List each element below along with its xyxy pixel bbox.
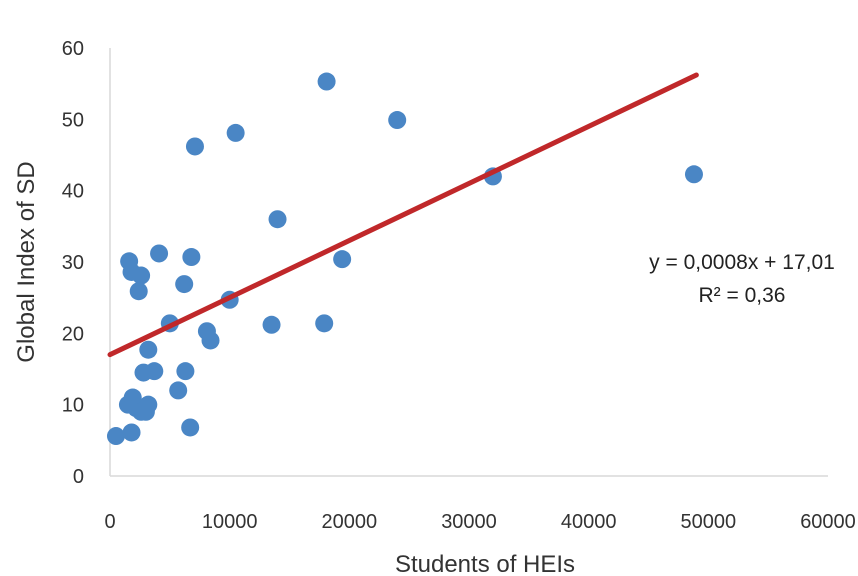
trendline-equation: y = 0,0008x + 17,01 xyxy=(649,251,835,274)
x-tick-label: 50000 xyxy=(681,511,737,533)
data-point xyxy=(388,111,407,130)
data-point xyxy=(226,123,245,142)
x-tick-labels: 0 10000 20000 30000 40000 50000 60000 xyxy=(104,511,855,533)
y-tick-labels: 0 10 20 30 40 50 60 xyxy=(62,38,84,488)
data-point xyxy=(169,381,188,400)
y-tick-label: 60 xyxy=(62,38,84,60)
data-point xyxy=(150,244,169,263)
data-point xyxy=(139,395,158,414)
x-tick-label: 30000 xyxy=(441,511,497,533)
y-tick-label: 10 xyxy=(62,395,84,417)
data-point xyxy=(182,248,201,267)
data-point xyxy=(262,315,281,334)
data-point xyxy=(181,418,200,437)
data-point xyxy=(139,340,158,359)
trendline xyxy=(107,72,699,358)
data-point xyxy=(201,331,220,350)
x-axis-title: Students of HEIs xyxy=(395,551,575,576)
data-point xyxy=(129,282,148,301)
data-point xyxy=(684,165,703,184)
data-point xyxy=(145,362,164,381)
data-point xyxy=(175,275,194,294)
x-tick-label: 10000 xyxy=(202,511,258,533)
x-tick-label: 60000 xyxy=(800,511,856,533)
data-point xyxy=(317,72,336,91)
x-tick-label: 0 xyxy=(104,511,115,533)
data-point xyxy=(315,314,334,333)
data-point xyxy=(176,362,195,381)
y-tick-label: 0 xyxy=(73,466,84,488)
r-squared-label: R² = 0,36 xyxy=(699,284,786,307)
y-tick-label: 50 xyxy=(62,109,84,131)
data-point xyxy=(333,250,352,269)
data-point xyxy=(106,427,125,446)
data-point xyxy=(122,423,141,442)
x-tick-label: 40000 xyxy=(561,511,617,533)
data-point xyxy=(268,210,287,229)
x-tick-label: 20000 xyxy=(322,511,378,533)
data-point xyxy=(132,266,151,285)
y-tick-label: 30 xyxy=(62,252,84,274)
y-tick-label: 20 xyxy=(62,323,84,345)
data-points xyxy=(106,72,703,446)
y-tick-label: 40 xyxy=(62,181,84,203)
y-axis-title: Global Index of SD xyxy=(13,161,40,362)
data-point xyxy=(185,137,204,156)
